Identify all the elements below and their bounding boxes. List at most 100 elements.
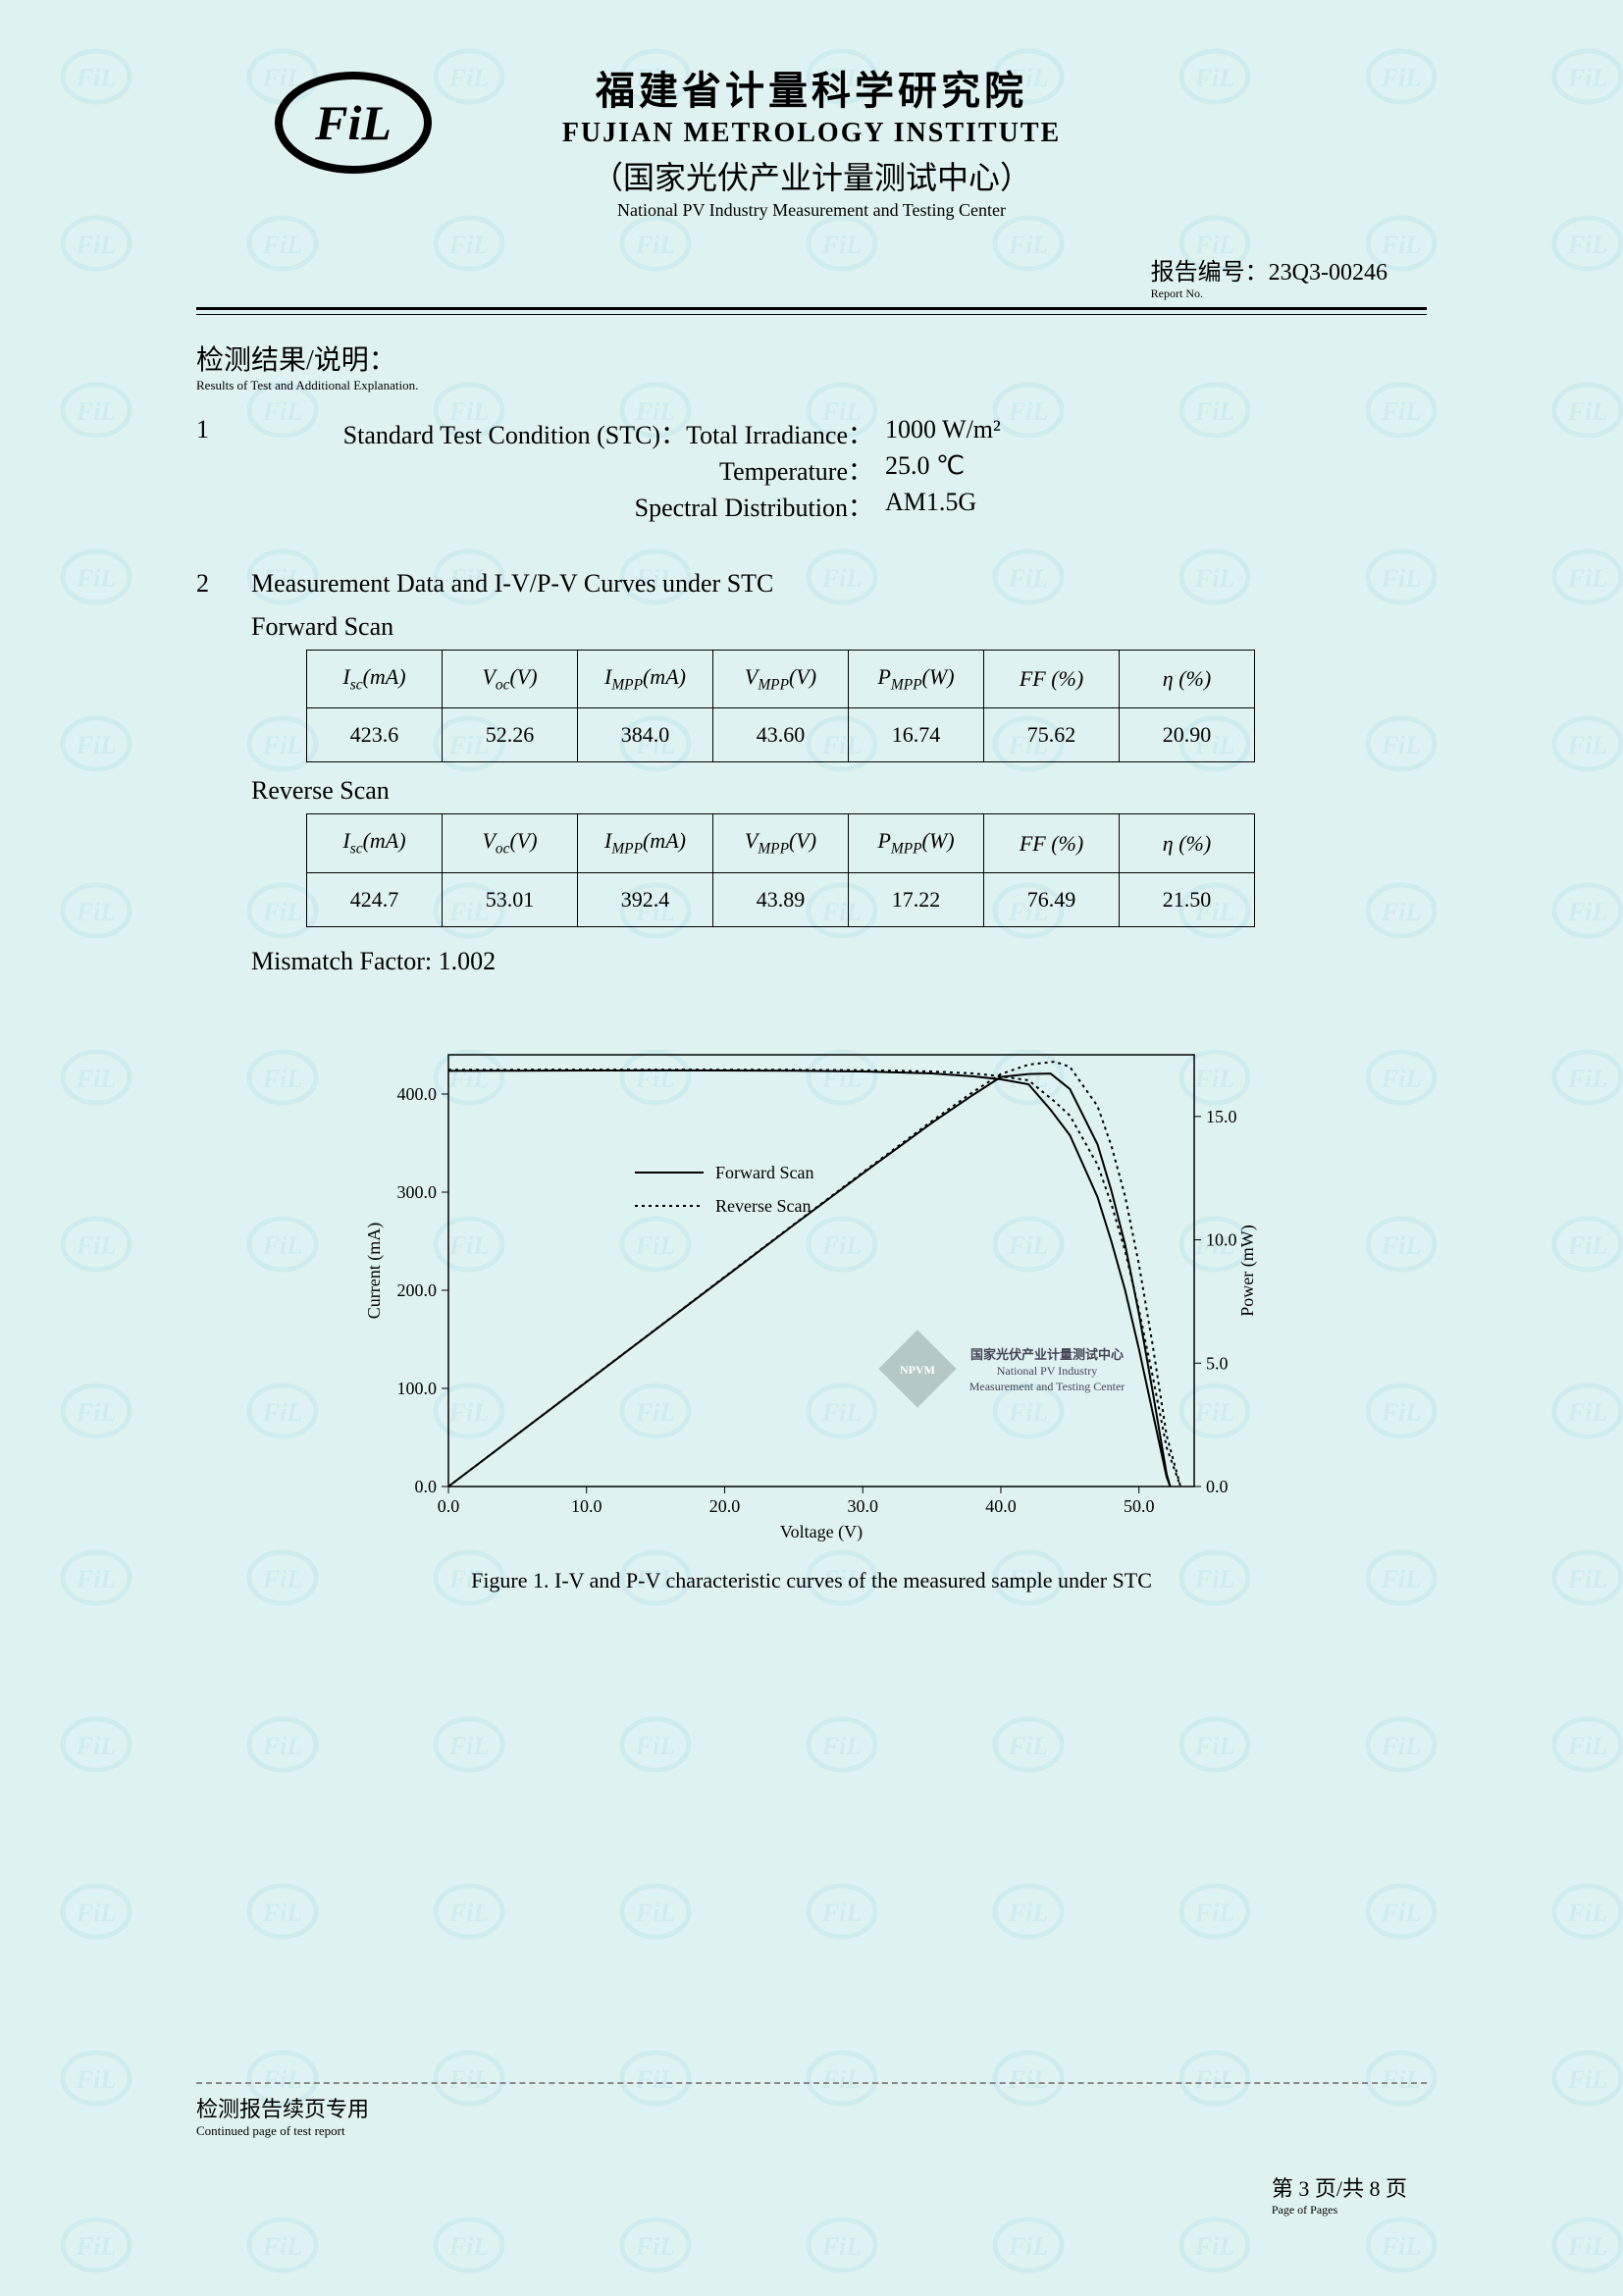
table-header: PMPP(W)	[849, 814, 984, 872]
table-cell: 17.22	[849, 872, 984, 926]
svg-text:FiL: FiL	[1567, 564, 1607, 593]
svg-text:FiL: FiL	[1567, 1398, 1607, 1427]
table-header: VMPP(V)	[713, 814, 849, 872]
table-cell: 392.4	[578, 872, 713, 926]
report-no-value: 23Q3-00246	[1269, 260, 1387, 286]
svg-text:Current (mA): Current (mA)	[364, 1223, 385, 1319]
table-cell: 43.89	[713, 872, 849, 926]
stc-lead: Standard Test Condition (STC)：	[343, 421, 686, 449]
svg-text:FiL: FiL	[76, 231, 116, 259]
table-header: Voc(V)	[443, 651, 578, 708]
svg-text:5.0: 5.0	[1206, 1353, 1229, 1373]
svg-text:FiL: FiL	[1567, 2065, 1607, 2094]
svg-text:0.0: 0.0	[415, 1477, 438, 1496]
svg-text:Forward Scan: Forward Scan	[715, 1163, 813, 1182]
svg-text:40.0: 40.0	[985, 1496, 1016, 1516]
figure-caption: Figure 1. I-V and P-V characteristic cur…	[196, 1568, 1427, 1593]
table-cell: 423.6	[307, 708, 443, 762]
iv-pv-chart: 0.010.020.030.040.050.0Voltage (V)0.0100…	[340, 1035, 1283, 1545]
report-no-label: 报告编号：	[1151, 260, 1269, 286]
table-header: η (%)	[1120, 814, 1255, 872]
table-cell: 53.01	[443, 872, 578, 926]
svg-text:10.0: 10.0	[571, 1496, 602, 1516]
item-1: 1 Standard Test Condition (STC)：Total Ir…	[196, 415, 1427, 524]
svg-text:FiL: FiL	[1567, 231, 1607, 259]
table-cell: 16.74	[849, 708, 984, 762]
svg-text:FiL: FiL	[1567, 1565, 1607, 1593]
svg-text:Measurement and Testing Center: Measurement and Testing Center	[969, 1380, 1126, 1393]
svg-text:FiL: FiL	[1567, 64, 1607, 92]
stc-irradiance-value: 1000 W/m²	[879, 415, 1001, 451]
table-header: FF (%)	[984, 651, 1120, 708]
results-heading-cn: 检测结果/说明：	[196, 345, 396, 376]
svg-text:300.0: 300.0	[397, 1182, 438, 1202]
svg-text:0.0: 0.0	[438, 1496, 460, 1516]
stc-temp-label: Temperature：	[251, 451, 879, 488]
page-number-en: Page of Pages	[1272, 2203, 1407, 2218]
reverse-scan-label: Reverse Scan	[251, 776, 1427, 806]
svg-text:FiL: FiL	[76, 1065, 116, 1093]
svg-text:FiL: FiL	[76, 1231, 116, 1260]
mismatch-value: 1.002	[439, 947, 497, 975]
svg-text:FiL: FiL	[76, 1398, 116, 1427]
item-1-number: 1	[196, 415, 251, 524]
svg-text:FiL: FiL	[1567, 898, 1607, 926]
svg-text:FiL: FiL	[76, 731, 116, 759]
svg-text:FiL: FiL	[1567, 1065, 1607, 1093]
forward-scan-label: Forward Scan	[251, 612, 1427, 642]
svg-text:FiL: FiL	[1567, 2232, 1607, 2261]
results-heading-en: Results of Test and Additional Explanati…	[196, 378, 1427, 393]
table-header: VMPP(V)	[713, 651, 849, 708]
svg-text:FiL: FiL	[1567, 1899, 1607, 1927]
svg-text:FiL: FiL	[76, 2232, 116, 2261]
table-header: Voc(V)	[443, 814, 578, 872]
divider-thin	[196, 314, 1427, 315]
svg-text:20.0: 20.0	[709, 1496, 741, 1516]
svg-text:10.0: 10.0	[1206, 1229, 1237, 1249]
svg-text:FiL: FiL	[76, 1732, 116, 1760]
fil-logo: FiL	[275, 69, 432, 182]
table-header: FF (%)	[984, 814, 1120, 872]
svg-text:Reverse Scan: Reverse Scan	[715, 1196, 811, 1216]
svg-text:FiL: FiL	[76, 898, 116, 926]
svg-text:100.0: 100.0	[397, 1379, 438, 1398]
table-cell: 384.0	[578, 708, 713, 762]
svg-text:200.0: 200.0	[397, 1280, 438, 1300]
forward-scan-table: Isc(mA)Voc(V)IMPP(mA)VMPP(V)PMPP(W)FF (%…	[306, 650, 1255, 762]
mismatch-label: Mismatch Factor:	[251, 947, 439, 975]
continued-cn: 检测报告续页专用	[196, 2092, 1427, 2123]
results-heading: 检测结果/说明： Results of Test and Additional …	[196, 339, 1427, 393]
svg-text:FiL: FiL	[76, 1565, 116, 1593]
svg-text:400.0: 400.0	[397, 1084, 438, 1104]
report-number-row: 报告编号：23Q3-00246 Report No.	[196, 252, 1427, 301]
reverse-scan-table: Isc(mA)Voc(V)IMPP(mA)VMPP(V)PMPP(W)FF (%…	[306, 813, 1255, 926]
table-cell: 52.26	[443, 708, 578, 762]
stc-spectral-value: AM1.5G	[879, 488, 976, 524]
svg-text:15.0: 15.0	[1206, 1107, 1237, 1126]
table-header: Isc(mA)	[307, 651, 443, 708]
svg-text:FiL: FiL	[1567, 731, 1607, 759]
svg-text:Voltage (V): Voltage (V)	[780, 1522, 863, 1542]
svg-text:30.0: 30.0	[847, 1496, 878, 1516]
svg-text:Power (mW): Power (mW)	[1237, 1225, 1258, 1316]
table-header: IMPP(mA)	[578, 814, 713, 872]
svg-text:FiL: FiL	[76, 397, 116, 426]
svg-text:0.0: 0.0	[1206, 1477, 1229, 1496]
table-cell: 21.50	[1120, 872, 1255, 926]
svg-text:FiL: FiL	[76, 1899, 116, 1927]
stc-spectral-label: Spectral Distribution：	[251, 488, 879, 524]
svg-text:FiL: FiL	[76, 2065, 116, 2094]
svg-text:FiL: FiL	[76, 64, 116, 92]
table-cell: 76.49	[984, 872, 1120, 926]
table-cell: 424.7	[307, 872, 443, 926]
table-header: PMPP(W)	[849, 651, 984, 708]
item-2: 2 Measurement Data and I-V/P-V Curves un…	[196, 569, 1427, 976]
item-2-title: Measurement Data and I-V/P-V Curves unde…	[251, 569, 1427, 599]
table-header: IMPP(mA)	[578, 651, 713, 708]
svg-text:NPVM: NPVM	[900, 1363, 935, 1377]
mismatch-factor: Mismatch Factor: 1.002	[251, 947, 1427, 976]
svg-text:FiL: FiL	[1567, 397, 1607, 426]
svg-text:FiL: FiL	[1567, 1732, 1607, 1760]
divider-thick	[196, 307, 1427, 310]
item-2-number: 2	[196, 569, 251, 976]
